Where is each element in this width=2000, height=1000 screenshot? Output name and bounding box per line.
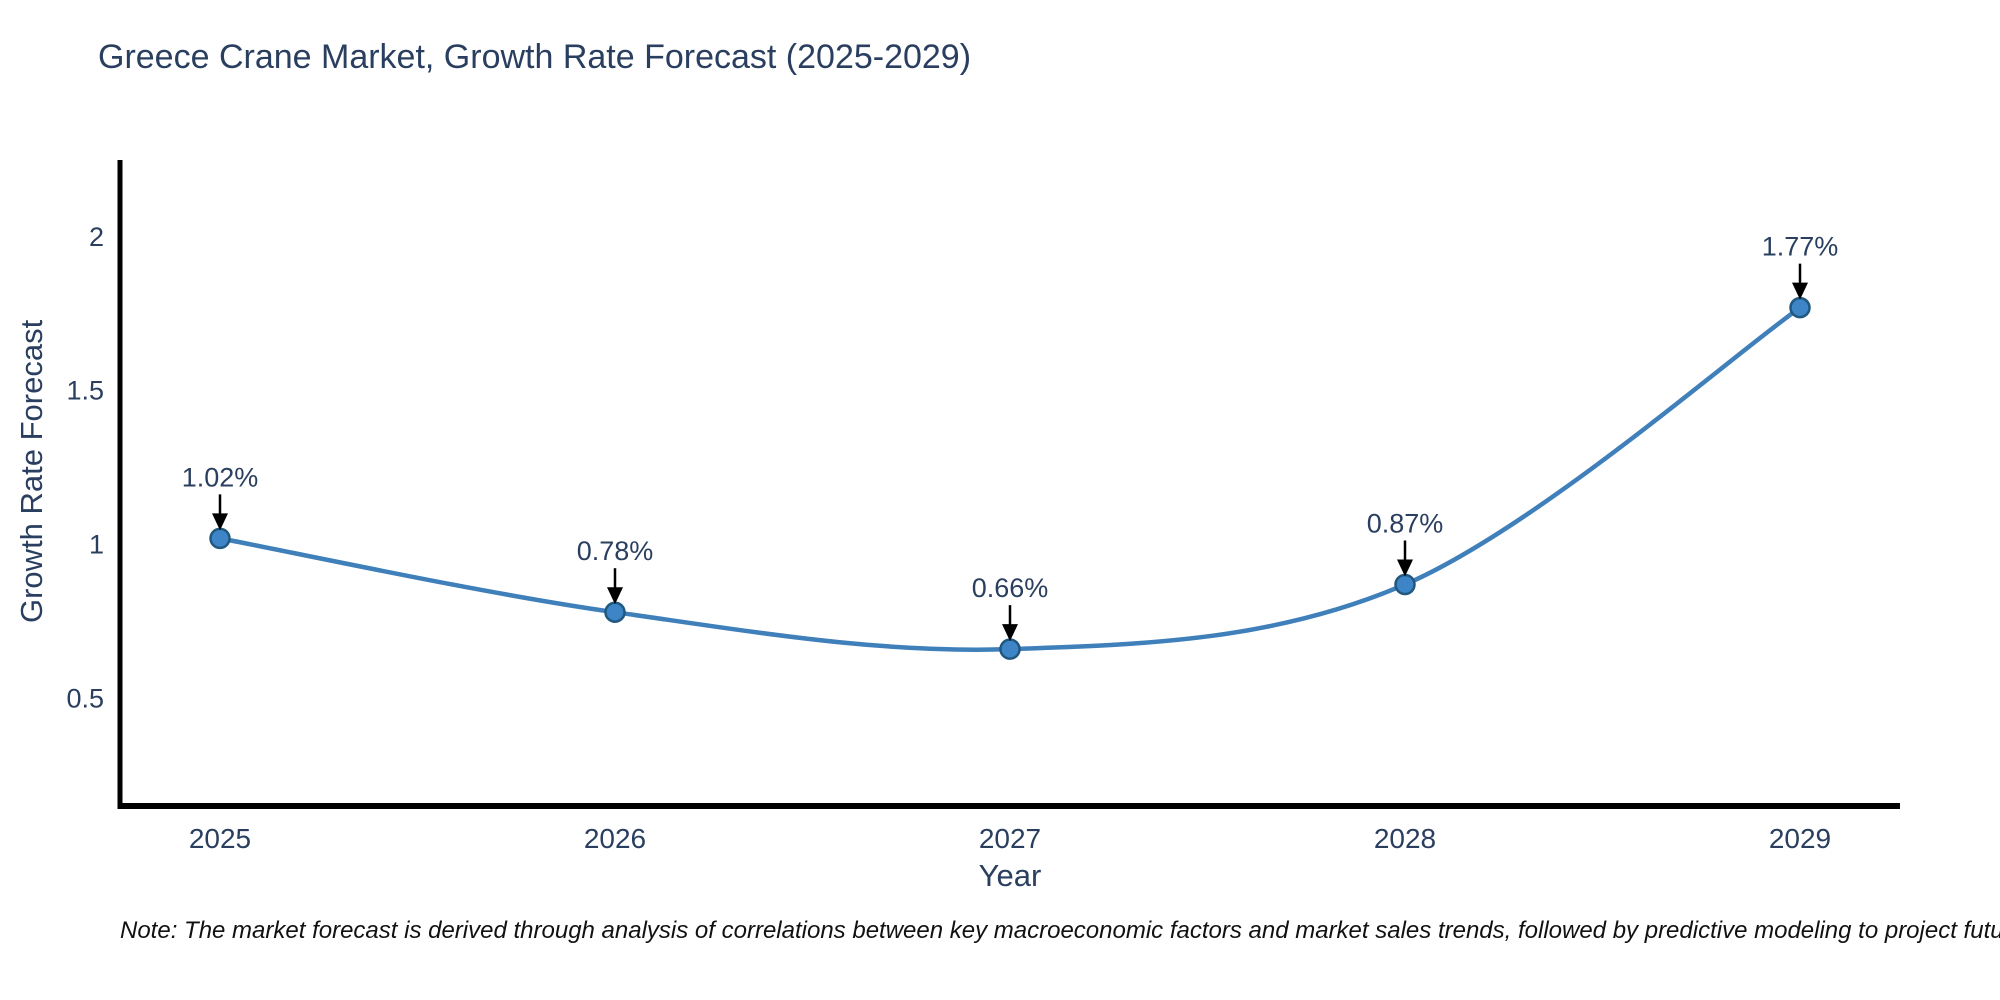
data-point-marker <box>1789 296 1811 319</box>
data-point-marker <box>1394 573 1416 596</box>
data-point-marker <box>999 638 1021 660</box>
y-tick-label: 0.5 <box>66 683 104 713</box>
y-tick-label: 1.5 <box>66 376 104 406</box>
annotation-arrow-head <box>1397 559 1413 577</box>
x-tick-label: 2026 <box>584 823 646 854</box>
data-point-marker <box>604 601 626 623</box>
data-point-marker <box>209 527 231 550</box>
data-point-label: 1.02% <box>182 462 259 492</box>
y-tick-label: 1 <box>89 530 104 560</box>
x-axis-title: Year <box>978 858 1042 893</box>
x-tick-label: 2028 <box>1374 823 1436 854</box>
chart-footnote: Note: The market forecast is derived thr… <box>120 917 2000 944</box>
annotation-arrow-head <box>212 513 228 531</box>
annotation-arrow-head <box>1792 282 1808 300</box>
annotation-arrow-head <box>607 587 623 605</box>
annotation-arrow-head <box>1002 624 1018 642</box>
y-tick-label: 2 <box>89 222 104 252</box>
chart-title: Greece Crane Market, Growth Rate Forecas… <box>98 38 972 76</box>
x-tick-label: 2025 <box>189 823 251 854</box>
data-point-label: 0.78% <box>577 536 654 566</box>
data-point-label: 1.77% <box>1762 232 1839 262</box>
data-point-label: 0.66% <box>972 573 1049 603</box>
x-tick-label: 2027 <box>979 823 1041 854</box>
x-tick-label: 2029 <box>1769 823 1831 854</box>
data-point-label: 0.87% <box>1367 509 1444 539</box>
